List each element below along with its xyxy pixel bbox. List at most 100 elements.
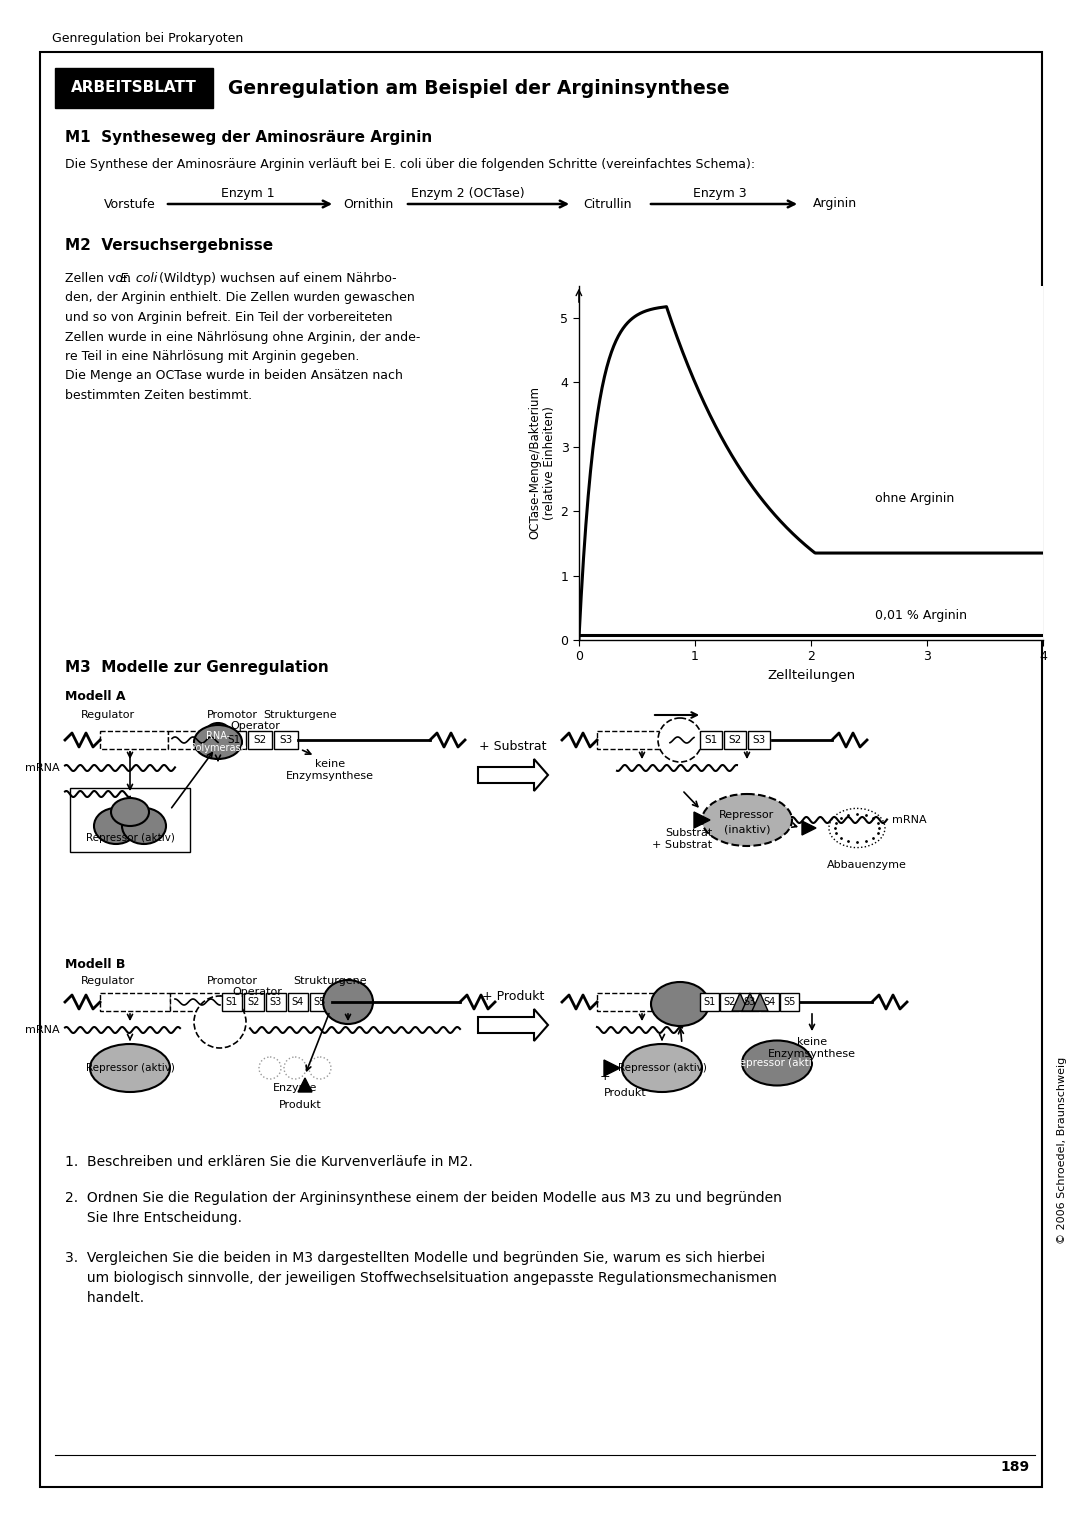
Polygon shape [604, 1060, 620, 1077]
Text: 0,01 % Arginin: 0,01 % Arginin [875, 609, 967, 621]
Text: Vorstufe: Vorstufe [104, 197, 156, 211]
Text: S1: S1 [703, 997, 716, 1006]
Bar [168, 731, 218, 750]
Ellipse shape [204, 722, 232, 750]
Text: S5: S5 [314, 997, 326, 1006]
Polygon shape [478, 1009, 548, 1041]
Text: den, der Arginin enthielt. Die Zellen wurden gewaschen: den, der Arginin enthielt. Die Zellen wu… [65, 292, 415, 304]
Text: Ornithin: Ornithin [342, 197, 393, 211]
Text: Operator: Operator [230, 721, 280, 731]
Text: Regulator: Regulator [81, 976, 135, 986]
Ellipse shape [742, 1040, 812, 1086]
Text: Enzym 3: Enzym 3 [693, 186, 746, 200]
Bar [724, 731, 746, 750]
Text: M2  Versuchsergebnisse: M2 Versuchsergebnisse [65, 238, 273, 253]
Text: + Substrat: + Substrat [480, 741, 546, 753]
Ellipse shape [94, 808, 138, 844]
Ellipse shape [651, 982, 708, 1026]
Bar [667, 731, 697, 750]
Text: keine
Enzymsynthese: keine Enzymsynthese [286, 759, 374, 780]
Text: © 2006 Schroedel, Braunschweig: © 2006 Schroedel, Braunschweig [1057, 1057, 1067, 1243]
Text: Produkt: Produkt [604, 1089, 647, 1098]
Text: mRNA: mRNA [25, 764, 60, 773]
Text: Repressor (aktiv): Repressor (aktiv) [732, 1058, 822, 1067]
Bar [100, 993, 170, 1011]
Text: Modell A: Modell A [65, 690, 125, 702]
Text: 1.  Beschreiben und erklären Sie die Kurvenverläufe in M2.: 1. Beschreiben und erklären Sie die Kurv… [65, 1154, 473, 1170]
Polygon shape [752, 993, 768, 1011]
Circle shape [194, 996, 246, 1048]
Text: ohne Arginin: ohne Arginin [875, 492, 955, 504]
Text: 189: 189 [1001, 1460, 1030, 1474]
Text: (Wildtyp) wuchsen auf einem Nährbo-: (Wildtyp) wuchsen auf einem Nährbo- [156, 272, 396, 286]
Circle shape [658, 718, 702, 762]
Polygon shape [298, 1078, 312, 1092]
Polygon shape [802, 822, 816, 835]
Text: S5: S5 [783, 997, 796, 1006]
Bar [222, 993, 242, 1011]
Polygon shape [694, 812, 710, 828]
X-axis label: Zellteilungen: Zellteilungen [767, 669, 855, 683]
Polygon shape [742, 993, 758, 1011]
Text: handelt.: handelt. [65, 1290, 144, 1306]
Bar [222, 731, 246, 750]
Bar [288, 993, 308, 1011]
Bar [720, 993, 739, 1011]
Text: Produkt: Produkt [279, 1099, 322, 1110]
Text: Arginin: Arginin [813, 197, 858, 211]
Text: Strukturgene: Strukturgene [293, 976, 367, 986]
Bar [266, 993, 286, 1011]
Text: mRNA: mRNA [892, 815, 927, 825]
Text: Modell B: Modell B [65, 957, 125, 971]
Text: mRNA: mRNA [25, 1025, 60, 1035]
Text: E. coli: E. coli [120, 272, 158, 286]
Text: um biologisch sinnvolle, der jeweiligen Stoffwechselsituation angepasste Regulat: um biologisch sinnvolle, der jeweiligen … [65, 1270, 777, 1286]
Polygon shape [732, 993, 748, 1011]
Text: Promotor: Promotor [206, 976, 257, 986]
Text: Die Synthese der Aminosräure Arginin verläuft bei E. coli über die folgenden Sch: Die Synthese der Aminosräure Arginin ver… [65, 157, 755, 171]
Text: + Produkt: + Produkt [482, 989, 544, 1003]
Text: S4: S4 [764, 997, 775, 1006]
Text: S3: S3 [743, 997, 756, 1006]
Text: Zellen von: Zellen von [65, 272, 135, 286]
Polygon shape [478, 759, 548, 791]
Text: +: + [600, 1069, 610, 1083]
Ellipse shape [829, 808, 885, 847]
Text: S1: S1 [226, 997, 238, 1006]
Text: M3  Modelle zur Genregulation: M3 Modelle zur Genregulation [65, 660, 328, 675]
Text: re Teil in eine Nährlösung mit Arginin gegeben.: re Teil in eine Nährlösung mit Arginin g… [65, 350, 360, 363]
Bar [760, 993, 779, 1011]
Text: keine
Enzymsynthese: keine Enzymsynthese [768, 1037, 856, 1058]
Bar [748, 731, 770, 750]
Text: Abbauenzyme: Abbauenzyme [827, 860, 907, 870]
Bar [274, 731, 298, 750]
Bar [248, 731, 272, 750]
Text: S2: S2 [728, 734, 742, 745]
Text: Repressor (aktiv): Repressor (aktiv) [618, 1063, 706, 1073]
Bar [780, 993, 799, 1011]
Ellipse shape [622, 1044, 702, 1092]
Text: Sie Ihre Entscheidung.: Sie Ihre Entscheidung. [65, 1211, 242, 1225]
Text: und so von Arginin befreit. Ein Teil der vorbereiteten: und so von Arginin befreit. Ein Teil der… [65, 312, 392, 324]
Text: ARBEITSBLATT: ARBEITSBLATT [71, 81, 197, 96]
Text: M1  Syntheseweg der Aminosräure Arginin: M1 Syntheseweg der Aminosräure Arginin [65, 130, 432, 145]
Text: Die Menge an OCTase wurde in beiden Ansätzen nach: Die Menge an OCTase wurde in beiden Ansä… [65, 370, 403, 382]
Text: S2: S2 [254, 734, 267, 745]
Ellipse shape [111, 799, 149, 826]
Bar [70, 788, 190, 852]
Text: Enzym 1: Enzym 1 [221, 186, 274, 200]
Bar [667, 993, 697, 1011]
Text: Enzym 2 (OCTase): Enzym 2 (OCTase) [411, 186, 525, 200]
Text: 2.  Ordnen Sie die Regulation der Argininsynthese einem der beiden Modelle aus M: 2. Ordnen Sie die Regulation der Arginin… [65, 1191, 782, 1205]
Y-axis label: OCTase-Menge/Bakterium
(relative Einheiten): OCTase-Menge/Bakterium (relative Einheit… [528, 386, 556, 539]
Text: + Substrat: + Substrat [652, 840, 712, 851]
Text: S1: S1 [228, 734, 241, 745]
Text: Repressor (aktiv): Repressor (aktiv) [85, 834, 175, 843]
Bar [55, 69, 213, 108]
Text: S3: S3 [753, 734, 766, 745]
Text: Regulator: Regulator [81, 710, 135, 721]
Text: (inaktiv): (inaktiv) [724, 825, 770, 835]
Text: RNA-
Polymerase: RNA- Polymerase [190, 731, 246, 753]
Text: 3.  Vergleichen Sie die beiden in M3 dargestellten Modelle und begründen Sie, wa: 3. Vergleichen Sie die beiden in M3 darg… [65, 1251, 765, 1264]
Ellipse shape [702, 794, 792, 846]
